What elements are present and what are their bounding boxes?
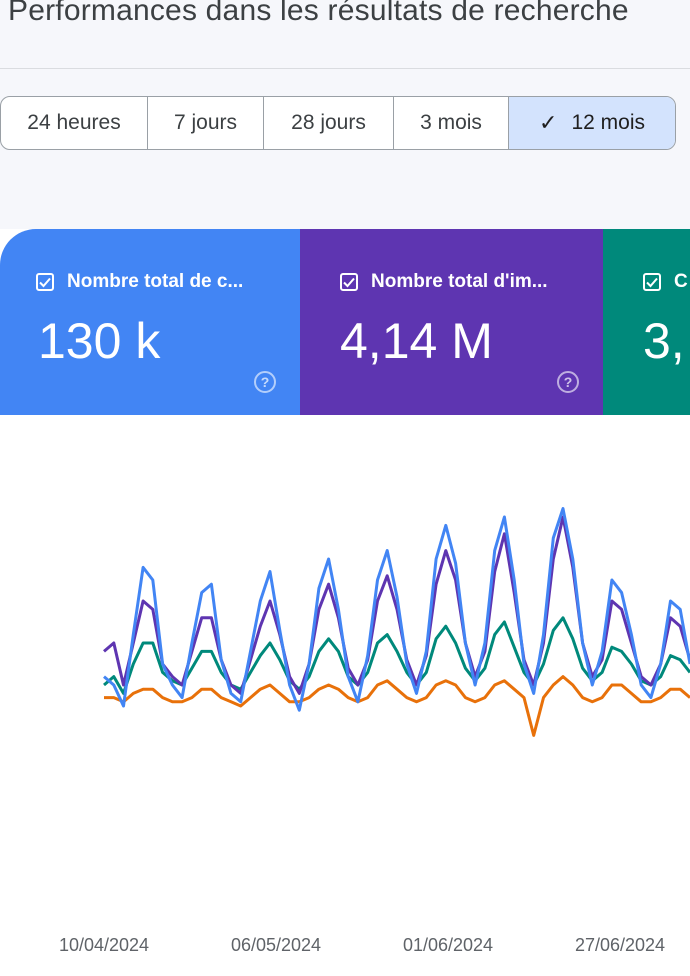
range-3m-button[interactable]: 3 mois [394,97,509,149]
metric-label: C [674,271,688,292]
metric-label: Nombre total d'im... [371,271,548,292]
metric-card-header: C [643,271,688,293]
series-line-0 [103,507,690,712]
x-tick-label: 10/04/2024 [58,935,150,955]
x-tick-label: 27/06/2024 [574,935,666,955]
metric-card-impressions[interactable]: Nombre total d'im... 4,14 M ? [300,229,603,415]
x-tick-label: 01/06/2024 [402,935,494,955]
metric-value: 130 k [38,313,161,369]
metric-card-header: Nombre total de c... [36,271,243,293]
metric-card-clicks[interactable]: Nombre total de c... 130 k ? [0,229,300,415]
series-line-3 [104,675,690,737]
metric-value: 3, [643,313,685,369]
date-range-area: 24 heures 7 jours 28 jours 3 mois ✓ 12 m… [0,69,690,229]
checkbox-checked-icon[interactable] [643,273,661,291]
metric-cards: Nombre total de c... 130 k ? Nombre tota… [0,229,690,415]
help-icon[interactable]: ? [557,371,579,393]
metric-card-ctr[interactable]: C 3, [603,229,690,415]
series-line-1 [103,515,690,695]
help-icon[interactable]: ? [254,371,276,393]
range-12m-label: 12 mois [571,111,645,134]
range-28d-button[interactable]: 28 jours [264,97,394,149]
title-bar: Performances dans les résultats de reche… [0,0,690,69]
range-12m-button[interactable]: ✓ 12 mois [509,97,675,149]
metric-card-header: Nombre total d'im... [340,271,548,293]
date-range-selector: 24 heures 7 jours 28 jours 3 mois ✓ 12 m… [0,96,676,150]
metric-value: 4,14 M [340,313,493,369]
page-title: Performances dans les résultats de reche… [8,0,629,27]
range-7d-button[interactable]: 7 jours [148,97,264,149]
checkbox-checked-icon[interactable] [340,273,358,291]
metric-label: Nombre total de c... [67,271,244,292]
x-tick-label: 06/05/2024 [230,935,322,955]
chart-plot[interactable] [0,415,690,915]
check-icon: ✓ [539,110,558,135]
checkbox-checked-icon[interactable] [36,273,54,291]
performance-chart: 10/04/2024 06/05/2024 01/06/2024 27/06/2… [0,415,690,976]
range-24h-button[interactable]: 24 heures [1,97,148,149]
